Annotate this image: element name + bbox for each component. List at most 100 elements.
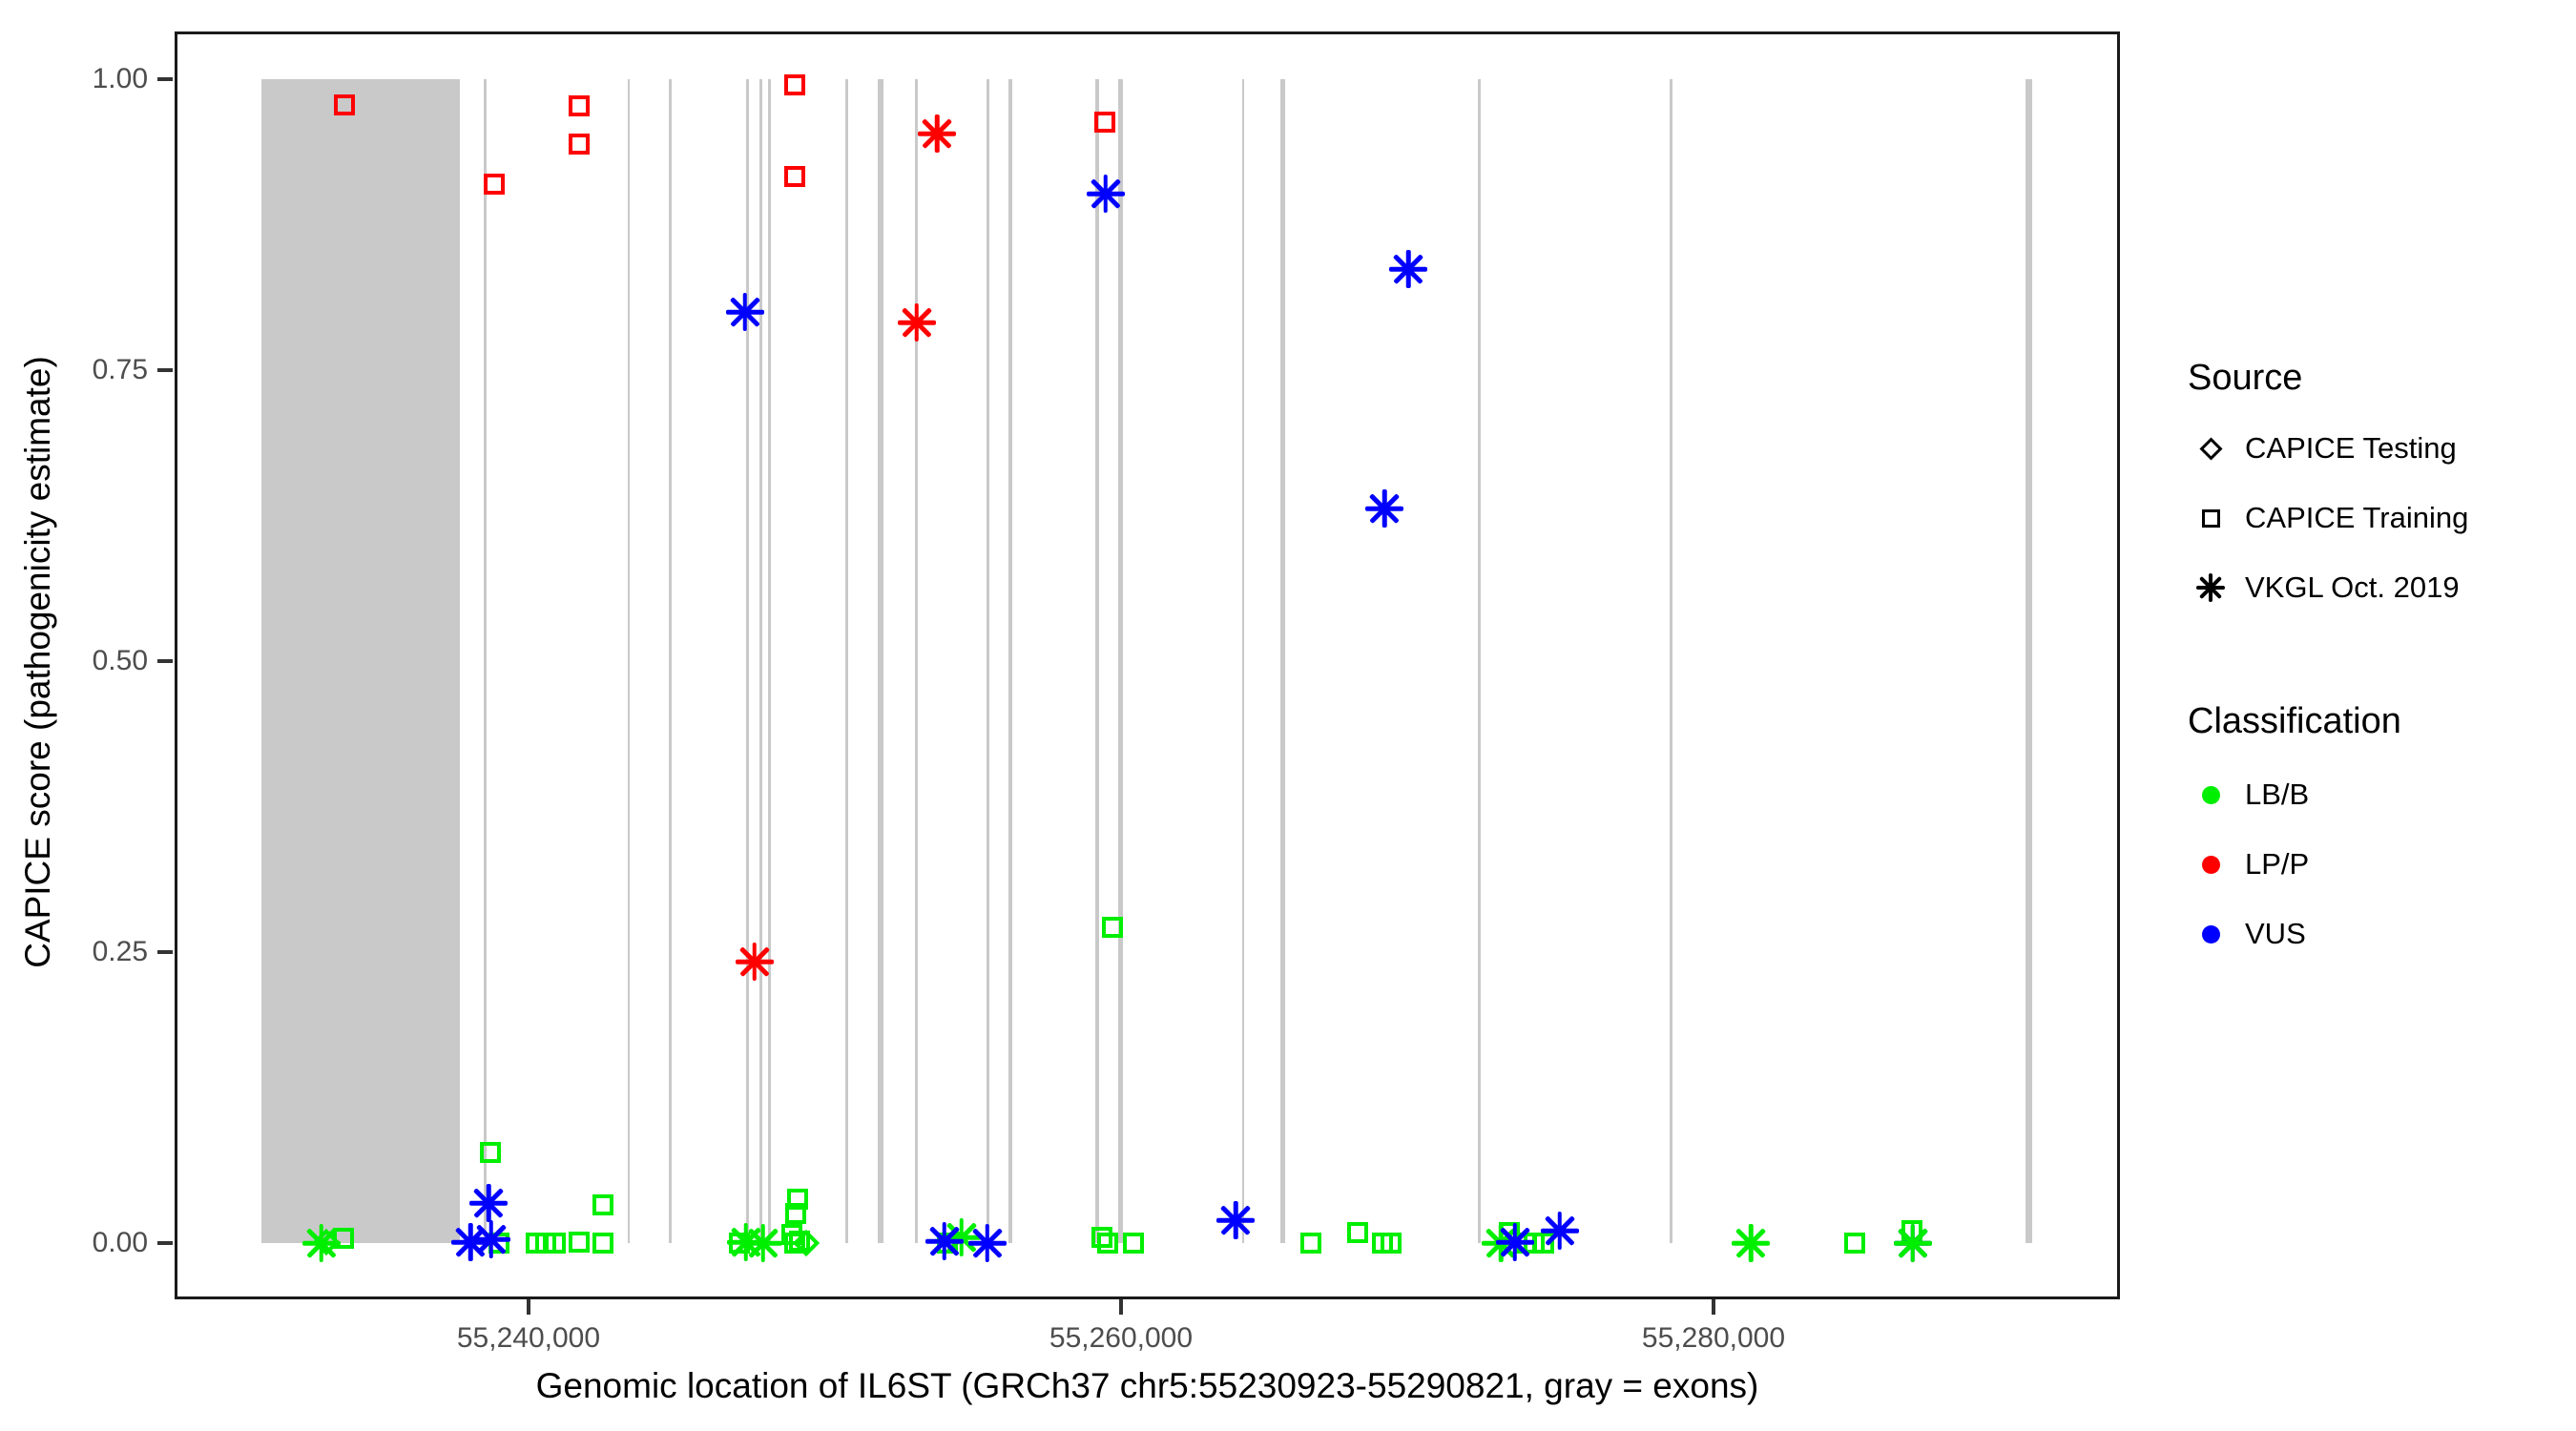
data-point [568,134,590,156]
color-dot-icon [2190,843,2232,885]
exon-bar [878,79,884,1243]
exon-bar [483,79,487,1243]
data-point [569,1231,591,1253]
x-tick [1711,1299,1715,1315]
legend-item-star: VKGL Oct. 2019 [2190,564,2460,612]
y-tick-label: 0.50 [92,644,148,676]
x-tick [526,1299,530,1315]
legend-item-class: VUS [2190,910,2306,958]
exon-bar [1094,79,1100,1243]
y-tick [157,1240,173,1245]
exon-bar [627,79,631,1243]
y-tick [157,658,173,663]
legend-item-label: CAPICE Testing [2245,431,2457,465]
color-dot-icon [2190,913,2232,955]
exon-bar [2025,79,2033,1243]
data-point [789,1230,811,1252]
plot-panel [175,31,2120,1299]
exon-bar [1008,79,1012,1243]
data-point [1300,1232,1322,1254]
data-point [1495,1222,1534,1261]
exon-bar [915,79,918,1243]
data-point [592,1232,613,1254]
data-point [1533,1232,1555,1254]
x-axis-title: Genomic location of IL6ST (GRCh37 chr5:5… [535,1366,1759,1405]
data-point [1101,917,1123,939]
legend-item-diamond: CAPICE Testing [2190,425,2457,472]
exon-bar [668,79,672,1243]
data-point [1732,1223,1771,1262]
data-point [301,1223,341,1262]
y-axis-title: CAPICE score (pathogenicity estimate) [18,356,57,968]
exon-bar [1477,79,1481,1243]
data-point [786,1188,808,1210]
exon-bar [1118,79,1124,1243]
square-icon [2190,497,2232,539]
x-tick [1118,1299,1123,1315]
exon-bar [987,79,989,1243]
y-tick-label: 0.00 [92,1226,148,1258]
legend-item-label: LP/P [2245,847,2310,881]
data-point [918,114,957,154]
data-point [1365,489,1404,529]
data-point [1216,1200,1256,1239]
data-point [784,74,806,96]
data-point [544,1232,566,1254]
exon-bar [844,79,848,1243]
exon-bar [745,79,749,1243]
data-point [1093,112,1115,134]
data-point [568,95,590,117]
color-dot-icon [2190,774,2232,816]
data-point [942,1217,981,1256]
data-point [471,1220,510,1259]
legend-item-label: CAPICE Training [2245,501,2469,534]
data-point [924,1221,964,1260]
data-point [1123,1232,1144,1254]
exon-bar [260,79,460,1243]
exon-bar [767,79,771,1243]
data-point [1086,174,1125,213]
data-point [484,173,506,195]
data-point [725,293,764,331]
legend-item-label: VKGL Oct. 2019 [2245,570,2460,604]
exon-bar [1241,79,1245,1243]
data-point [784,166,806,188]
data-point [897,302,936,342]
y-tick [157,949,173,954]
diamond-icon [2190,427,2232,469]
data-point [967,1223,1007,1262]
x-tick-label: 55,260,000 [1049,1322,1194,1354]
data-point [785,1203,807,1225]
data-point [469,1184,509,1223]
legend-source-title: Source [2188,358,2303,398]
x-tick-label: 55,240,000 [456,1322,601,1354]
data-point [1389,249,1428,288]
data-point [784,1232,806,1254]
legend-item-square: CAPICE Training [2190,494,2468,542]
data-point [1091,1226,1112,1248]
data-point [1893,1223,1932,1262]
y-tick-label: 1.00 [92,63,148,95]
y-tick [157,368,173,372]
exon-bar [1670,79,1673,1243]
data-point [1380,1232,1402,1254]
data-point [735,942,774,981]
data-point [451,1222,490,1261]
legend-item-label: VUS [2245,917,2306,950]
data-point [1844,1232,1866,1254]
star-icon [2190,567,2232,609]
data-point [1097,1232,1118,1254]
data-point [479,1141,501,1163]
data-point [334,93,356,115]
data-point [592,1193,613,1215]
x-tick-label: 55,280,000 [1641,1322,1786,1354]
exon-bar [1280,79,1286,1243]
legend-item-class: LP/P [2190,840,2309,888]
y-tick-label: 0.75 [92,354,148,385]
data-point [1540,1211,1579,1250]
legend-item-class: LB/B [2190,771,2309,819]
data-point [332,1228,354,1250]
y-tick-label: 0.25 [92,935,148,967]
data-point [743,1223,782,1262]
